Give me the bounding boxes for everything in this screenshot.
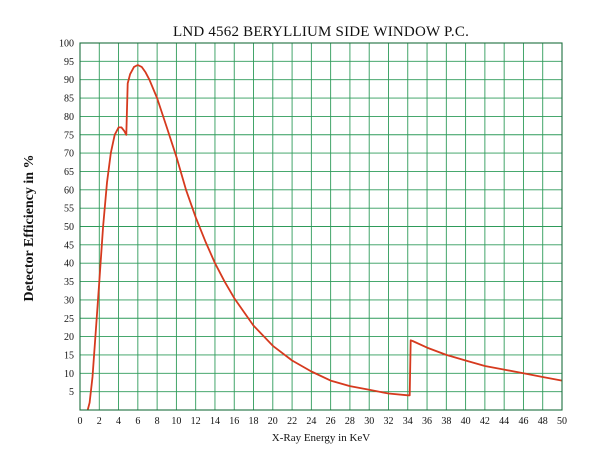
y-tick-label: 55: [64, 204, 74, 215]
y-tick-label: 30: [64, 295, 74, 306]
x-tick-label: 8: [155, 416, 160, 427]
x-tick-label: 20: [268, 416, 278, 427]
x-tick-label: 28: [345, 416, 355, 427]
y-tick-label: 100: [59, 39, 74, 50]
y-tick-label: 90: [64, 75, 74, 86]
plot-frame: [79, 42, 563, 411]
y-tick-label: 65: [64, 167, 74, 178]
y-tick-label: 20: [64, 332, 74, 343]
x-tick-label: 12: [191, 416, 201, 427]
x-tick-label: 48: [538, 416, 548, 427]
x-tick-label: 14: [210, 416, 220, 427]
x-axis-label: X-Ray Energy in KeV: [271, 432, 371, 444]
y-tick-label: 40: [64, 259, 74, 270]
x-tick-label: 50: [557, 416, 567, 427]
y-tick-label: 45: [64, 240, 74, 251]
x-tick-label: 2: [97, 416, 102, 427]
x-tick-label: 10: [171, 416, 181, 427]
y-tick-label: 80: [64, 112, 74, 123]
x-tick-label: 38: [441, 416, 451, 427]
y-tick-label: 70: [64, 149, 74, 160]
y-tick-label: 60: [64, 185, 74, 196]
x-tick-label: 18: [249, 416, 259, 427]
x-tick-label: 16: [229, 416, 239, 427]
x-tick-label: 6: [135, 416, 140, 427]
x-tick-label: 0: [78, 416, 83, 427]
y-tick-label: 10: [64, 369, 74, 380]
x-tick-label: 32: [383, 416, 393, 427]
y-tick-label: 50: [64, 222, 74, 233]
x-tick-label: 36: [422, 416, 432, 427]
y-tick-label: 75: [64, 130, 74, 141]
tick-labels: 0 2 4 6 8 10 12 14 16 18 20 22 24 26 28 30 32 34 36 38 40 42 4…: [59, 39, 567, 428]
x-tick-label: 40: [461, 416, 471, 427]
x-tick-label: 34: [403, 416, 413, 427]
x-tick-label: 24: [306, 416, 316, 427]
grid: [79, 42, 563, 410]
x-tick-label: 44: [499, 416, 509, 427]
y-tick-label: 85: [64, 94, 74, 105]
y-tick-label: 15: [64, 350, 74, 361]
x-tick-label: 46: [518, 416, 528, 427]
y-tick-label: 25: [64, 314, 74, 325]
x-tick-label: 22: [287, 416, 297, 427]
x-tick-label: 42: [480, 416, 490, 427]
y-tick-label: 35: [64, 277, 74, 288]
x-tick-label: 4: [116, 416, 121, 427]
y-axis-label: Detector Efficiency in %: [22, 154, 37, 302]
x-tick-label: 26: [326, 416, 336, 427]
chart-title: LND 4562 BERYLLIUM SIDE WINDOW P.C.: [172, 24, 470, 40]
series-layer: [86, 64, 563, 411]
y-tick-label: 95: [64, 57, 74, 68]
y-tick-label: 5: [69, 387, 74, 398]
x-tick-label: 30: [364, 416, 374, 427]
efficiency-line: [86, 64, 563, 411]
plot-border: [79, 42, 563, 411]
